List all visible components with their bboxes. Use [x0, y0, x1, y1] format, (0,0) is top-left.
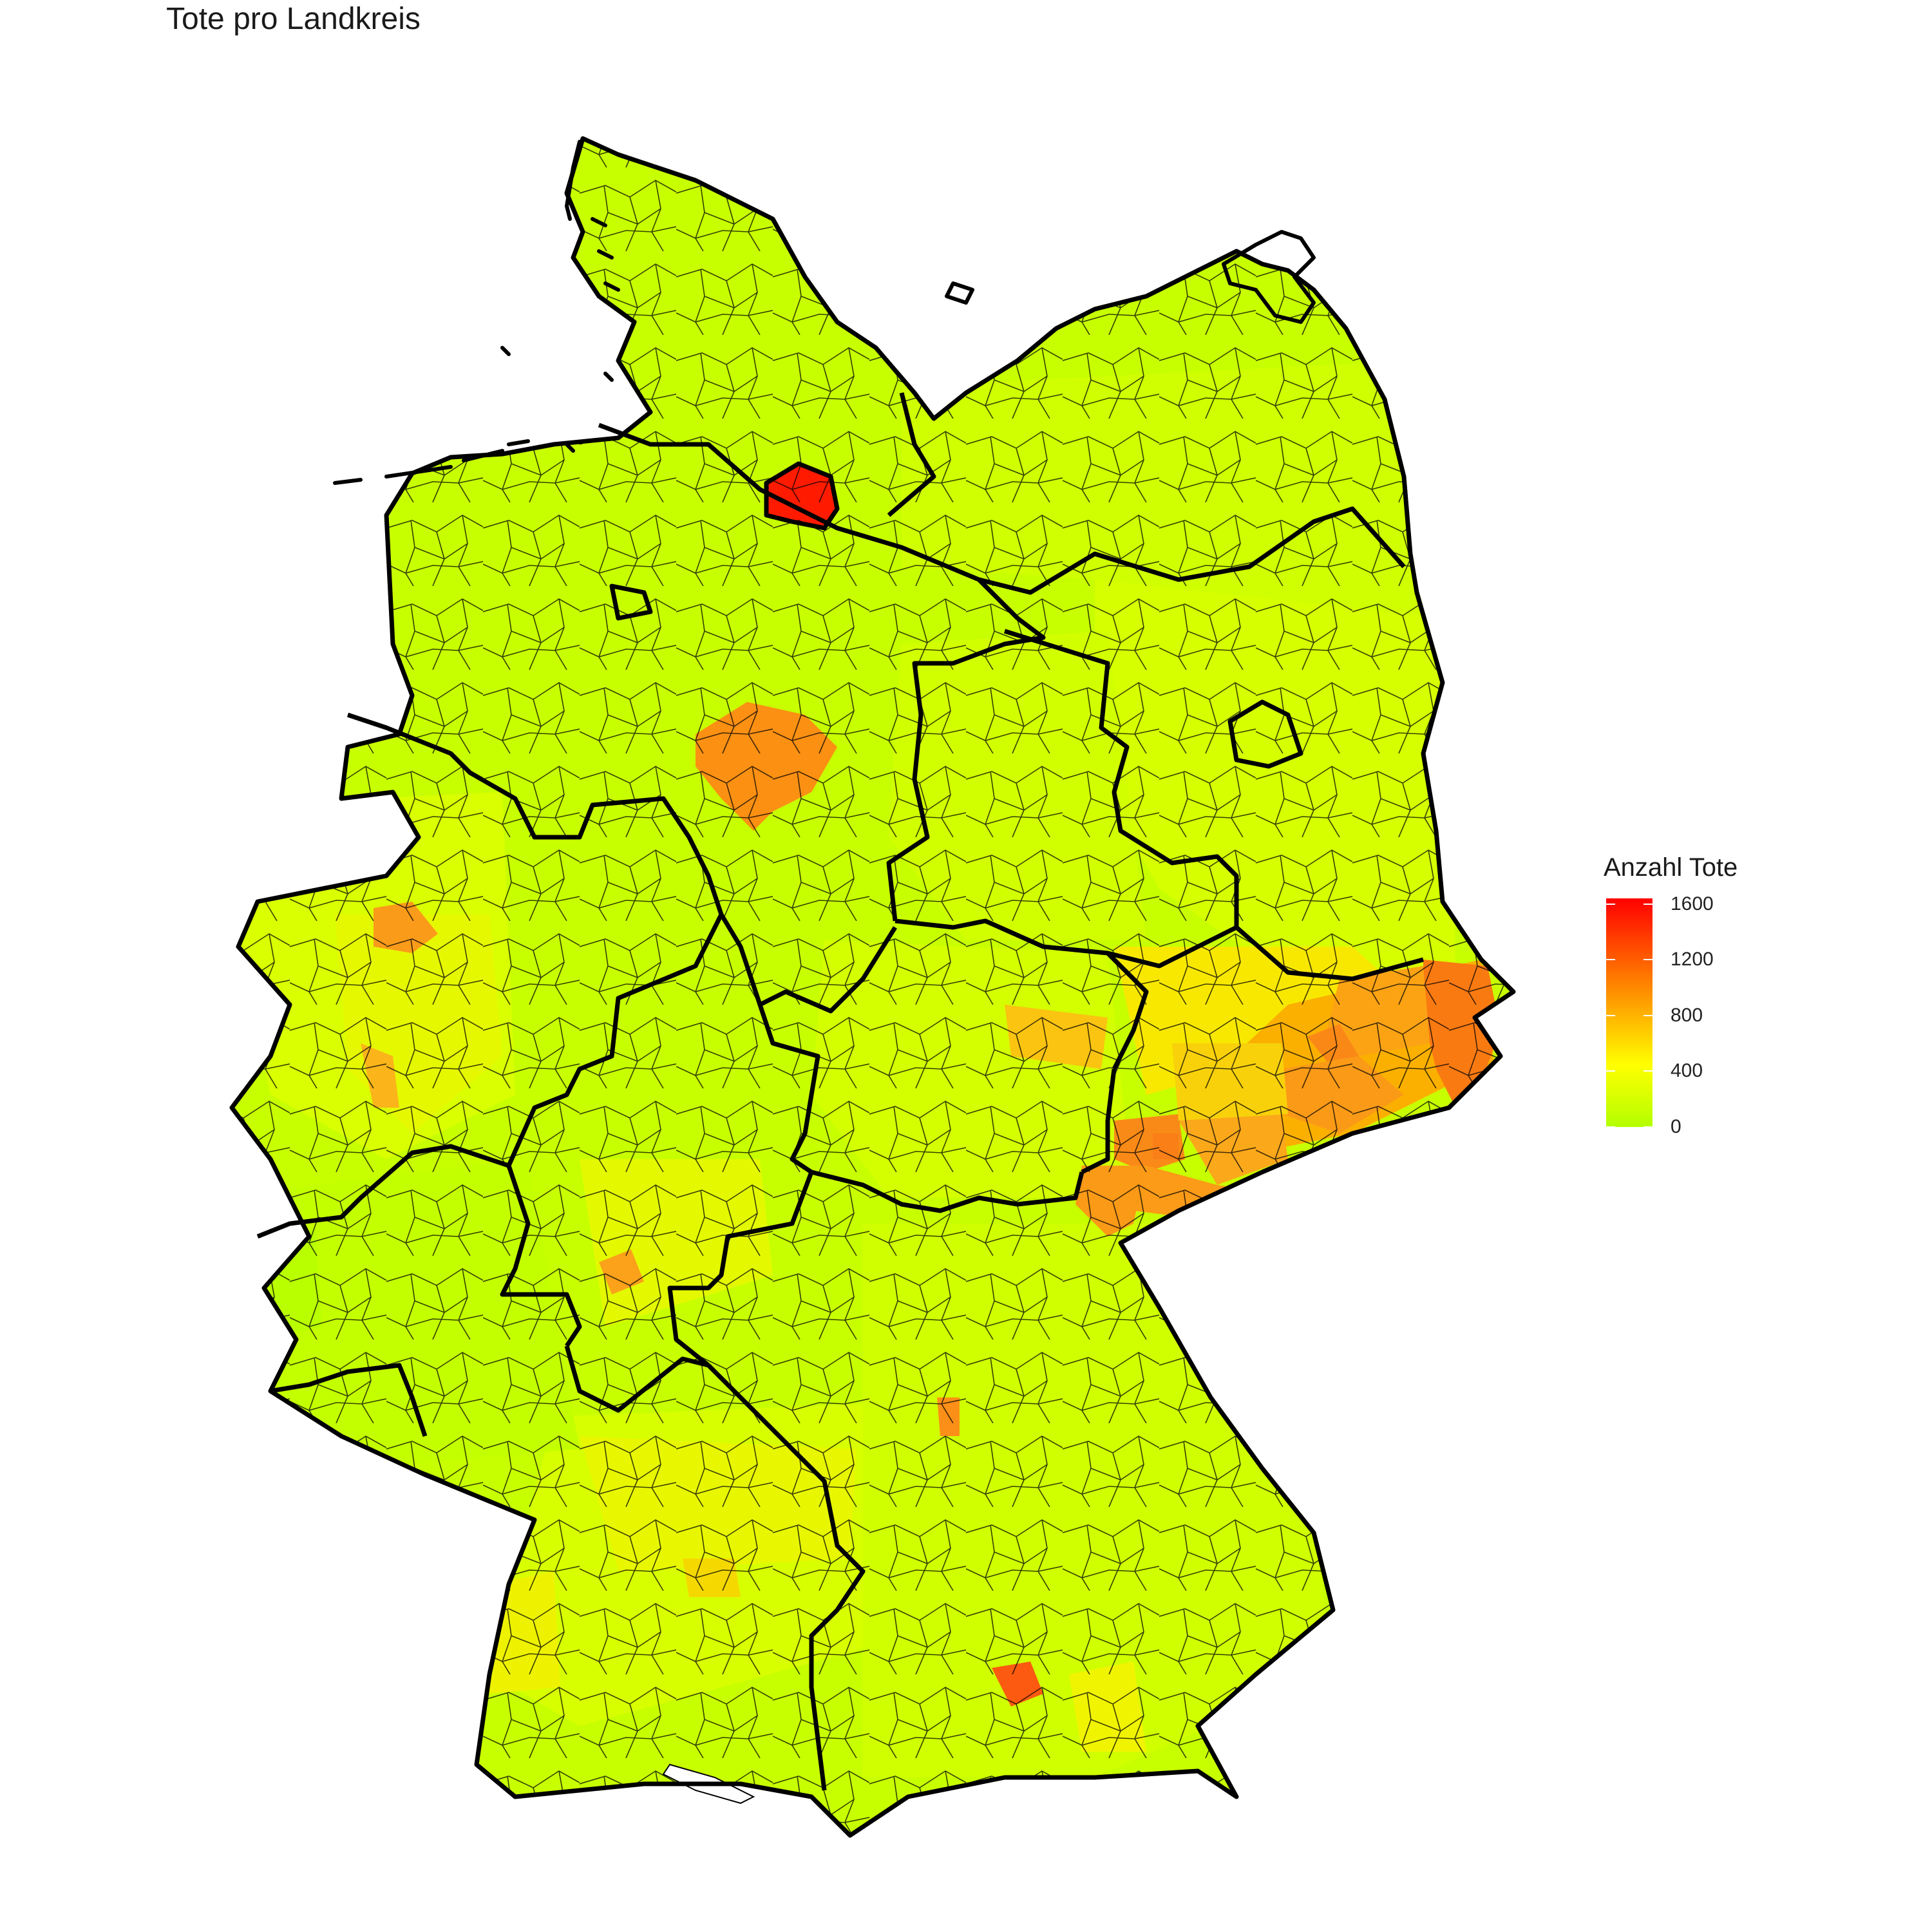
- border-he-by: [667, 1171, 814, 1367]
- page-title: Tote pro Landkreis: [166, 2, 421, 36]
- north-sea-islands: [333, 140, 620, 485]
- border-rlp-sl: [270, 1363, 428, 1437]
- bremen: [609, 583, 653, 621]
- border-st-sn: [1107, 925, 1424, 981]
- border-th-sn: [1081, 1068, 1117, 1175]
- border-st-th: [895, 918, 1149, 1070]
- border-mv-bb: [978, 506, 1406, 595]
- border-rlp-bw: [564, 1345, 709, 1413]
- legend-tick-label: 400: [1671, 1060, 1703, 1082]
- border-ni-st: [886, 616, 1046, 922]
- border-ni-nrw: [346, 712, 724, 916]
- legend: Anzahl Tote 1600 1200 800 400 0: [1604, 853, 1797, 1150]
- legend-tick-mark: [1643, 903, 1653, 905]
- legend-tick-mark: [1606, 1014, 1615, 1016]
- border-nrw-rlp: [256, 1144, 510, 1239]
- legend-tick-mark: [1606, 1126, 1615, 1128]
- border-bw-by: [706, 1363, 866, 1791]
- legend-tick-label: 800: [1671, 1004, 1703, 1026]
- hamburg-border: [764, 461, 840, 531]
- border-st-bb: [1003, 629, 1239, 927]
- border-ni-he: [719, 913, 897, 1014]
- legend-tick-label: 1200: [1671, 949, 1714, 971]
- border-he-th: [757, 1003, 820, 1174]
- legend-colorbar: [1606, 898, 1653, 1127]
- legend-tick-mark: [1643, 1070, 1653, 1072]
- legend-tick-mark: [1606, 903, 1615, 905]
- legend-tick-mark: [1643, 959, 1653, 961]
- legend-tick-label: 1600: [1671, 893, 1714, 914]
- legend-tick-mark: [1643, 1014, 1653, 1016]
- border-sh-mv: [887, 392, 936, 517]
- legend-title: Anzahl Tote: [1604, 853, 1738, 882]
- border-sh-ni: [598, 422, 1019, 620]
- legend-tick-mark: [1606, 1070, 1615, 1072]
- border-he-rlp: [500, 1164, 582, 1347]
- border-th-by: [811, 1170, 1084, 1213]
- border-nrw-he: [506, 913, 724, 1167]
- berlin: [1227, 699, 1303, 769]
- state-borders: [232, 138, 1513, 1835]
- legend-tick-mark: [1643, 1126, 1653, 1128]
- legend-tick-mark: [1606, 959, 1615, 961]
- baltic-islands: [945, 230, 1316, 324]
- legend-tick-label: 0: [1671, 1116, 1681, 1137]
